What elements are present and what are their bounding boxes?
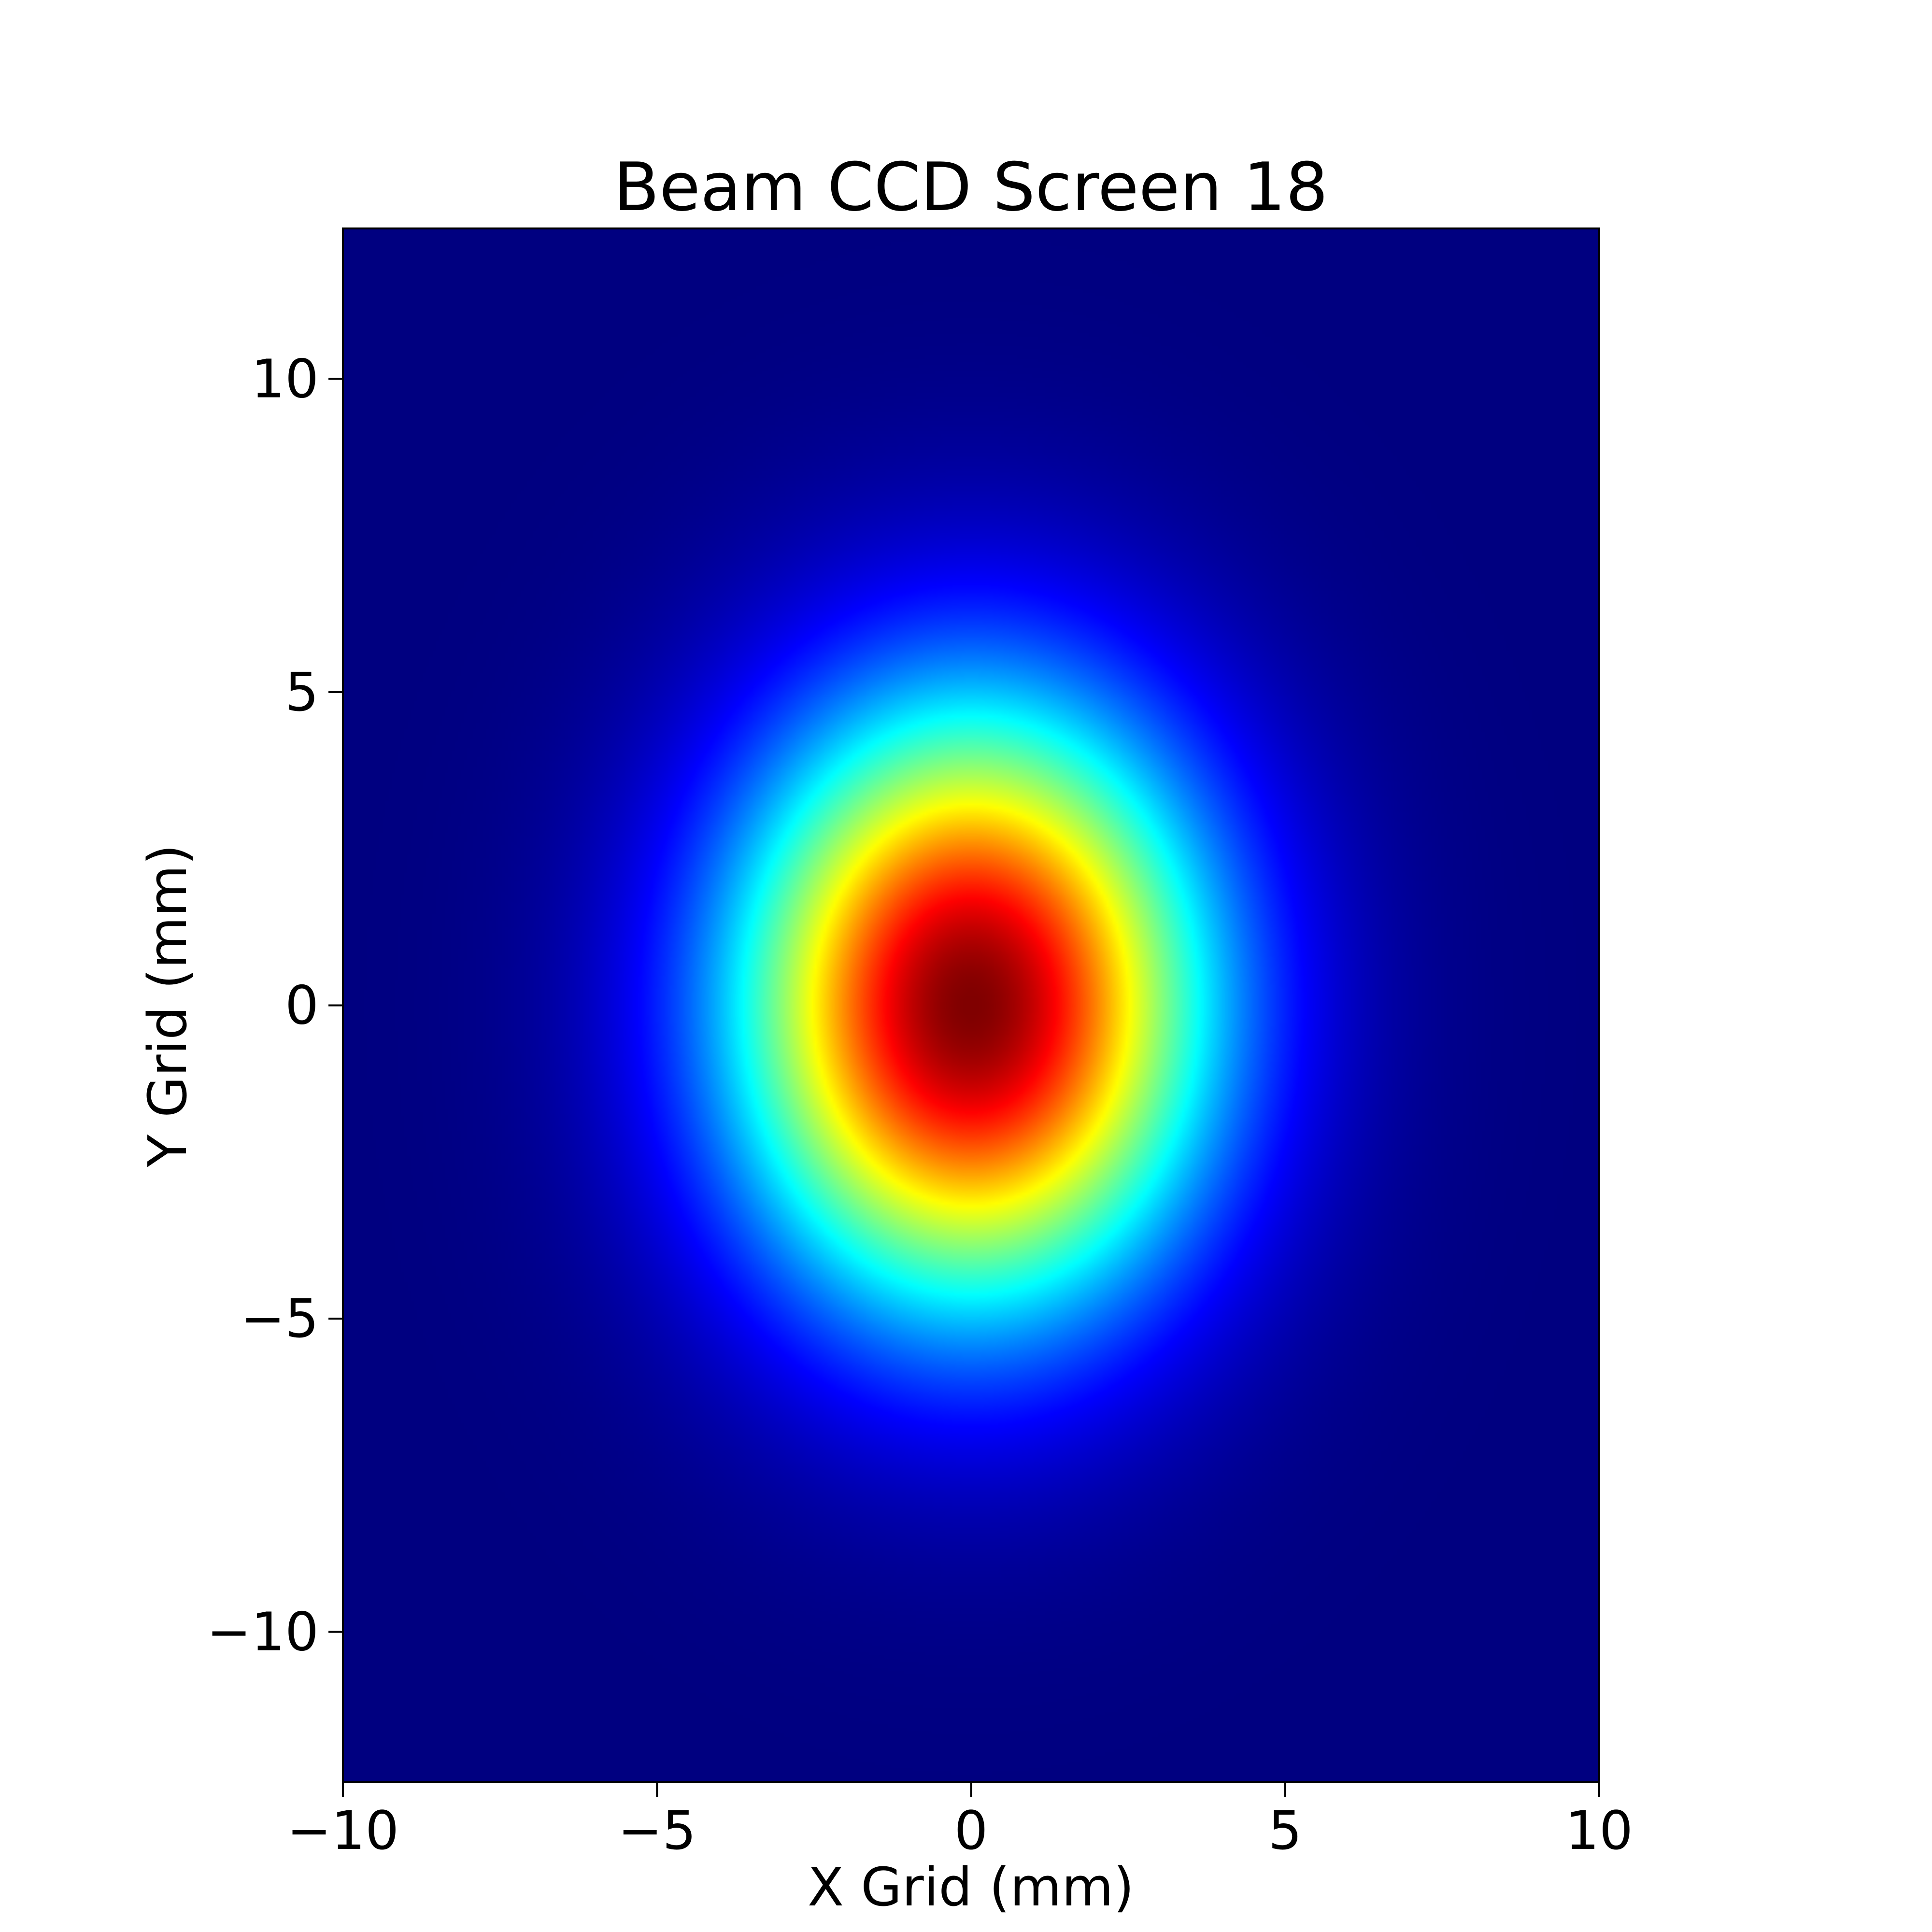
chart-title: Beam CCD Screen 18: [613, 148, 1328, 226]
y-axis-label: Y Grid (mm): [137, 844, 199, 1167]
x-tick-label: 5: [1268, 1800, 1302, 1861]
beam-heatmap: [343, 228, 1599, 1782]
y-tick-label: −10: [207, 1601, 319, 1663]
y-axis-ticks: −10 −5 0 5 10: [207, 348, 343, 1663]
x-axis-label: X Grid (mm): [808, 1856, 1134, 1918]
x-tick-label: 10: [1565, 1800, 1633, 1861]
x-tick-label: −10: [287, 1800, 399, 1861]
y-tick-label: 10: [251, 348, 319, 410]
plot-area: [342, 227, 1600, 1783]
x-axis-ticks: −10 −5 0 5 10: [287, 1782, 1633, 1861]
x-tick-label: 0: [954, 1800, 988, 1861]
y-tick-label: 5: [285, 661, 319, 723]
y-tick-label: −5: [241, 1288, 319, 1350]
y-tick-label: 0: [285, 975, 319, 1037]
x-tick-label: −5: [618, 1800, 696, 1861]
